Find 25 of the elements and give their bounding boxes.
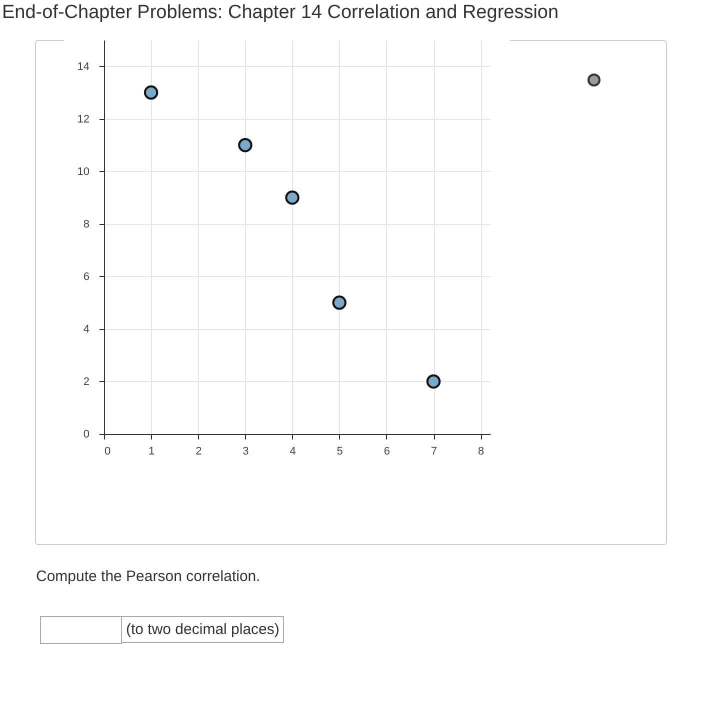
x-tick-label: 3 xyxy=(242,446,249,458)
y-tick-label: 12 xyxy=(77,113,90,126)
x-tick-label: 0 xyxy=(104,446,111,458)
point xyxy=(238,138,252,152)
y-tick-label: 6 xyxy=(83,270,90,283)
x-tick-label: 2 xyxy=(196,446,202,458)
x-tick-label: 5 xyxy=(336,446,343,458)
y-tick-label: 2 xyxy=(83,376,90,388)
x-tick-label: 7 xyxy=(430,446,438,458)
x-tick-label: 6 xyxy=(384,446,390,458)
y-tick-label: 0 xyxy=(83,428,90,440)
chart-title: End-of-Chapter Problems: Chapter 14 Correlation and Regression xyxy=(2,2,559,24)
point xyxy=(285,190,300,205)
y-tick-label: 10 xyxy=(77,166,90,178)
text: (to two decimal places) xyxy=(122,616,284,643)
point xyxy=(144,85,158,100)
x-tick-label: 1 xyxy=(148,446,155,458)
y-tick-label: 8 xyxy=(83,218,90,230)
point xyxy=(332,296,346,310)
point xyxy=(426,374,441,389)
x-tick-label: 8 xyxy=(478,446,484,458)
text: Compute the Pearson correlation. xyxy=(36,568,260,585)
y-tick-label: 14 xyxy=(77,60,90,73)
x-tick-label: 4 xyxy=(290,446,296,458)
y-tick-label: 4 xyxy=(83,323,90,336)
